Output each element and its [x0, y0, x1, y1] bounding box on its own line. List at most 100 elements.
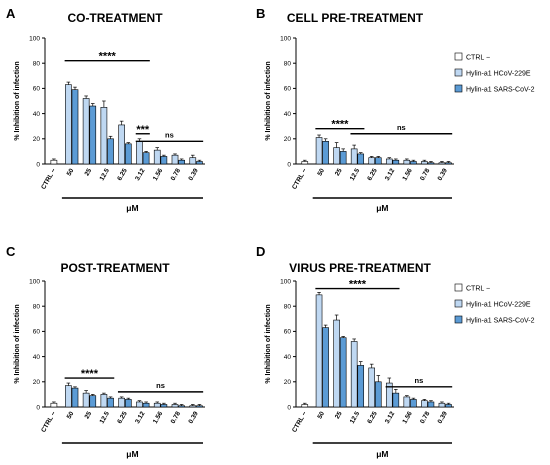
y-tick-label: 20	[33, 379, 41, 386]
bar-hcov-229e	[315, 294, 323, 408]
y-axis-label: % Inhibition of infection	[14, 61, 21, 140]
bar-hcov-229e	[65, 385, 72, 408]
significance-label: ns	[397, 123, 406, 132]
x-tick-label: 6.25	[366, 410, 379, 425]
x-tick-label: 0.39	[187, 410, 200, 425]
bar-sars-cov-2	[392, 159, 400, 165]
bar-hcov-229e	[438, 402, 446, 408]
legend-label: CTRL −	[466, 55, 490, 62]
significance-label: ****	[349, 279, 367, 291]
bar-hcov-229e	[171, 154, 179, 165]
panel-c: C POST-TREATMENT % Inhibition of infection…	[6, 244, 205, 459]
bar-hcov-229e	[368, 367, 375, 408]
bar-sars-cov-2	[89, 105, 97, 165]
x-tick-label: 25	[83, 410, 93, 420]
y-tick-label: 40	[33, 111, 41, 118]
x-tick-label: 6.25	[366, 167, 379, 182]
bar-hcov-229e	[100, 107, 108, 165]
bar-hcov-229e	[189, 157, 197, 165]
legend-swatch	[454, 52, 463, 61]
x-tick-label: 1.56	[401, 167, 414, 182]
x-tick-label: 50	[66, 167, 76, 177]
significance-label: ns	[156, 381, 165, 390]
x-axis-unit: μM	[376, 449, 388, 459]
bar-sars-cov-2	[196, 161, 203, 165]
bar-sars-cov-2	[71, 387, 79, 408]
x-tick-label: 6.25	[116, 410, 129, 425]
x-axis-unit: μM	[376, 203, 388, 213]
bar-sars-cov-2	[142, 152, 150, 165]
bar-ctrl	[50, 402, 58, 408]
bar-sars-cov-2	[322, 327, 329, 408]
y-tick-label: 40	[33, 354, 41, 361]
y-tick-label: 20	[33, 136, 41, 143]
x-tick-label: 50	[66, 410, 76, 420]
bar-ctrl	[50, 159, 58, 165]
x-tick-label: 25	[83, 167, 93, 177]
bar-ctrl	[301, 161, 309, 165]
legend-swatch	[454, 299, 463, 308]
bar-sars-cov-2	[196, 405, 203, 408]
bar-hcov-229e	[118, 397, 126, 408]
y-tick-label: 80	[33, 61, 41, 68]
bar-sars-cov-2	[392, 392, 400, 408]
x-tick-label: 0.39	[187, 167, 200, 182]
bar-hcov-229e	[82, 392, 90, 408]
x-tick-label: 0.39	[437, 410, 450, 425]
x-tick-label: CTRL −	[291, 410, 309, 433]
bar-hcov-229e	[65, 84, 72, 165]
panel-letter: C	[6, 244, 16, 259]
y-tick-label: 40	[284, 354, 292, 361]
panel-a: A CO-TREATMENT % Inhibition of infection 0 2…	[6, 6, 205, 213]
y-tick-label: 100	[29, 35, 40, 42]
bar-sars-cov-2	[339, 151, 347, 165]
y-tick-label: 80	[33, 304, 41, 311]
bar-hcov-229e	[438, 162, 446, 165]
y-tick-label: 0	[287, 161, 291, 168]
bar-ctrl	[301, 404, 309, 408]
bar-hcov-229e	[315, 137, 323, 165]
bar-hcov-229e	[403, 396, 411, 408]
y-tick-label: 60	[284, 329, 292, 336]
x-tick-label: 1.56	[152, 167, 165, 182]
y-tick-label: 0	[36, 404, 40, 411]
bar-sars-cov-2	[357, 365, 365, 408]
panel-letter: D	[256, 244, 265, 259]
bar-hcov-229e	[118, 124, 126, 165]
legend-swatch	[454, 84, 463, 93]
x-tick-label: 0.39	[437, 167, 450, 182]
chart-title: POST-TREATMENT	[60, 261, 170, 275]
y-axis-label: % Inhibition of infection	[265, 61, 272, 140]
legend-swatch	[454, 315, 463, 324]
significance-label: ****	[331, 119, 349, 131]
y-tick-label: 60	[284, 86, 292, 93]
x-tick-label: 0.78	[170, 410, 183, 425]
y-tick-label: 100	[29, 278, 40, 285]
legend-label: CTRL −	[466, 286, 490, 293]
x-tick-label: 50	[316, 167, 326, 177]
bar-hcov-229e	[350, 341, 358, 408]
significance-label: ns	[415, 376, 424, 385]
x-tick-label: 12.5	[349, 410, 362, 425]
legend-swatch	[454, 283, 463, 292]
x-tick-label: 3.12	[384, 167, 397, 182]
significance-label: ns	[165, 130, 174, 139]
x-tick-label: 1.56	[152, 410, 165, 425]
bar-hcov-229e	[403, 159, 411, 165]
legend-label: Hylin-a1 HCoV-229E	[466, 302, 531, 309]
x-tick-label: 25	[334, 410, 344, 420]
y-tick-label: 60	[33, 329, 41, 336]
y-tick-label: 40	[284, 111, 292, 118]
bar-hcov-229e	[100, 394, 108, 408]
x-tick-label: CTRL −	[291, 167, 309, 190]
panel-b: B CELL PRE-TREATMENT % Inhibition of infec…	[256, 6, 535, 213]
bar-hcov-229e	[421, 400, 428, 408]
x-tick-label: 0.78	[419, 410, 432, 425]
legend-swatch	[454, 68, 463, 77]
x-tick-label: 3.12	[384, 410, 397, 425]
bar-hcov-229e	[82, 98, 90, 165]
bar-hcov-229e	[189, 405, 197, 408]
bar-sars-cov-2	[445, 162, 452, 165]
x-axis-unit: μM	[126, 203, 138, 213]
